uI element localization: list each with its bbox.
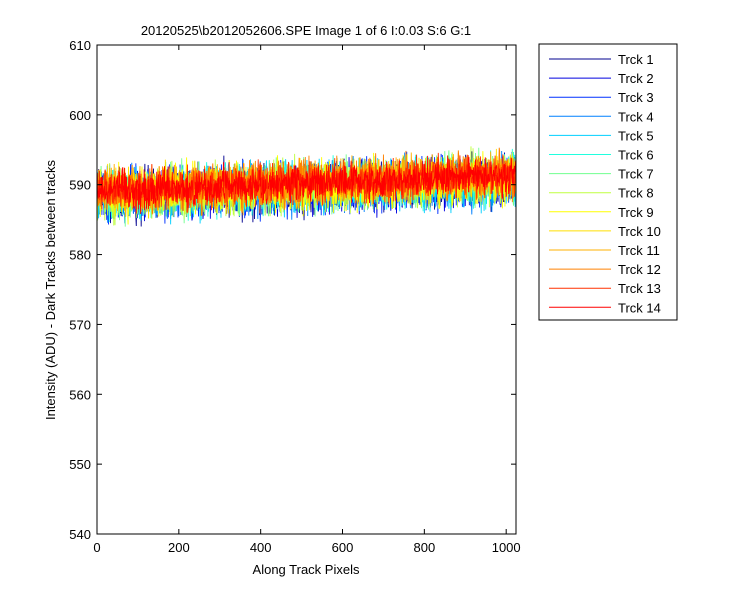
axes-frame [96,44,517,535]
plot-area: 0 200 400 600 800 1000 540 550 560 570 580 590 600 6… [69,38,520,555]
legend-label: Trck 7 [618,167,654,182]
x-tick-label: 1000 [492,540,521,555]
x-tick-label: 600 [332,540,354,555]
legend-box [538,43,678,321]
y-tick-label: 560 [69,387,91,402]
legend-label: Trck 4 [618,109,654,124]
x-axis: 0 200 400 600 800 1000 [93,45,521,555]
legend-label: Trck 13 [618,281,661,296]
x-tick-label: 0 [93,540,100,555]
y-tick-label: 580 [69,248,91,263]
y-tick-label: 540 [69,527,91,542]
chart-title: 20120525\b2012052606.SPE Image 1 of 6 I:… [141,23,471,38]
legend-label: Trck 14 [618,300,661,315]
y-tick-label: 610 [69,38,91,53]
y-axis-label: Intensity (ADU) - Dark Tracks between tr… [43,159,58,420]
legend-label: Trck 1 [618,52,654,67]
y-tick-label: 550 [69,457,91,472]
x-tick-label: 800 [413,540,435,555]
series-line-14 [97,155,516,215]
legend-label: Trck 12 [618,262,661,277]
legend-label: Trck 3 [618,90,654,105]
y-axis: 540 550 560 570 580 590 600 610 [69,38,516,542]
legend-label: Trck 5 [618,128,654,143]
legend-label: Trck 11 [618,243,660,258]
axes-box [97,45,516,534]
legend: Trck 1 Trck 2 Trck 3 Trck 4 Trck 5 Trck 6 Trck… [538,43,678,321]
legend-label: Trck 10 [618,224,661,239]
legend-label: Trck 2 [618,71,654,86]
x-tick-label: 200 [168,540,190,555]
series-line-13 [97,152,516,212]
y-tick-label: 600 [69,108,91,123]
x-axis-label: Along Track Pixels [253,562,360,577]
x-tick-label: 400 [250,540,272,555]
legend-label: Trck 6 [618,148,654,163]
series-group [97,146,516,227]
y-tick-label: 570 [69,317,91,332]
y-tick-label: 590 [69,178,91,193]
legend-label: Trck 8 [618,186,654,201]
legend-label: Trck 9 [618,205,654,220]
